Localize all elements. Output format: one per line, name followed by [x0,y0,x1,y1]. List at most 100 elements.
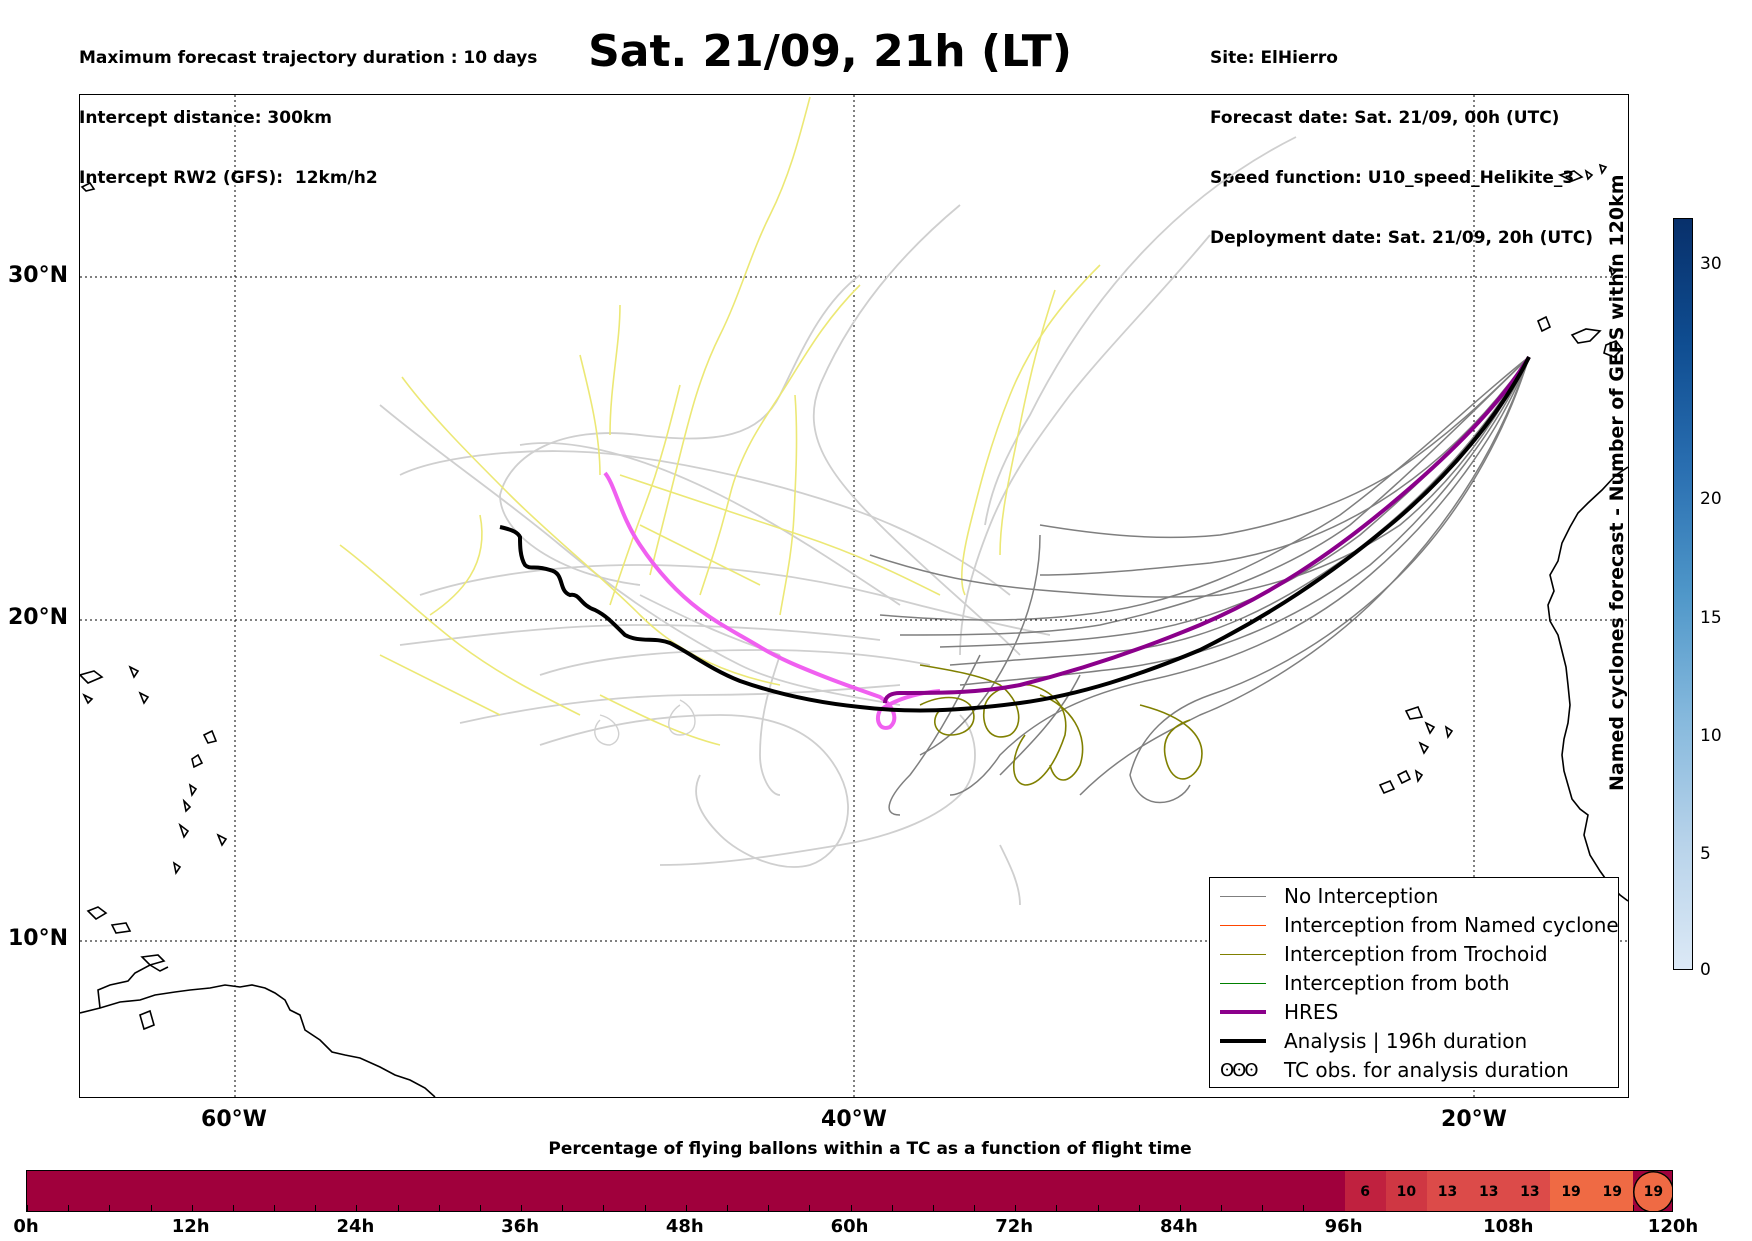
hres-track [883,355,1531,704]
percentage-bar-tick [356,1205,358,1211]
percentage-bar-tick [1303,1205,1305,1211]
percentage-bar-time-label: 84h [1159,1216,1198,1237]
legend-item: ʘʘʘ TC obs. for analysis duration [1220,1056,1569,1084]
percentage-bar-tick [932,1205,934,1211]
percentage-cell: 19 [1591,1171,1633,1211]
colorbar-tick: 30 [1700,254,1722,274]
legend-label: Interception from Trochoid [1284,942,1548,966]
percentage-cell: 19 [1550,1171,1592,1211]
percentage-bar-title: Percentage of flying ballons within a TC… [548,1139,1192,1159]
percentage-bar-tick [274,1205,276,1211]
legend-item: Interception from both [1220,969,1510,997]
header-left-line: Intercept RW2 (GFS): 12km/h2 [79,168,378,188]
percentage-bar-time-label: 72h [995,1216,1034,1237]
map-frame[interactable] [78,94,1629,1098]
percentage-cell: 10 [1385,1171,1427,1211]
header-right-line: Forecast date: Sat. 21/09, 00h (UTC) [1210,108,1560,128]
percentage-bar-tick [562,1205,564,1211]
legend-swatch [1220,1039,1266,1043]
percentage-bar-tick [1262,1205,1264,1211]
percentage-bar-time-label: 108h [1483,1216,1534,1237]
percentage-bar-time-label: 36h [501,1216,540,1237]
percentage-bar-tick [232,1205,234,1211]
yellow-tracks [339,96,1101,746]
percentage-bar-tick [521,1205,523,1211]
percentage-bar-tick [315,1205,317,1211]
colorbar-tick: 5 [1700,844,1711,864]
lon-label-20w: 20°W [1441,1107,1507,1132]
percentage-bar-time-label: 12h [171,1216,210,1237]
light-loops [594,699,696,746]
percentage-cell: 6 [1344,1171,1386,1211]
legend-label: HRES [1284,1000,1339,1024]
legend-item: Interception from Trochoid [1220,940,1548,968]
percentage-bar-time-label: 48h [665,1216,704,1237]
header-right-line: Speed function: U10_speed_Helikite_3 [1210,168,1575,188]
analysis-track [499,356,1531,713]
legend-label: Interception from Named cyclone [1284,913,1619,937]
legend-label: Interception from both [1284,971,1510,995]
header-left-line: Intercept distance: 300km [79,108,332,128]
colorbar-tick: 10 [1700,726,1722,746]
colorbar-tick: 20 [1700,489,1722,509]
colorbar-tick: 0 [1700,960,1711,980]
percentage-bar-tick [191,1205,193,1211]
percentage-bar-tick [1097,1205,1099,1211]
percentage-bar-tick [27,1205,28,1211]
loop-icon: ʘʘʘ [1220,1059,1259,1081]
percentage-bar-tick [1179,1205,1181,1211]
percentage-bar-tick [438,1205,440,1211]
header-right: Site: ElHierro Forecast date: Sat. 21/09… [1210,8,1593,268]
header-left-line: Maximum forecast trajectory duration : 1… [79,48,538,68]
percentage-cell: 13 [1509,1171,1551,1211]
percentage-bar-tick [768,1205,770,1211]
percentage-bar-tick [974,1205,976,1211]
percentage-bar-time-label: 60h [830,1216,869,1237]
legend-item: HRES [1220,998,1338,1026]
percentage-bar-tick [644,1205,646,1211]
header-right-line: Deployment date: Sat. 21/09, 20h (UTC) [1210,228,1594,248]
percentage-bar-tick [397,1205,399,1211]
colorbar [1673,218,1693,970]
percentage-bar-time-label: 24h [336,1216,375,1237]
lon-label-40w: 40°W [821,1107,887,1132]
percentage-bar-time-label: 120h [1647,1216,1699,1237]
legend-swatch [1220,953,1266,955]
percentage-bar-tick [891,1205,893,1211]
percentage-bar-tick [109,1205,111,1211]
percentage-bar-tick [1632,1205,1634,1211]
page-title: Sat. 21/09, 21h (LT) [588,26,1072,77]
legend-swatch [1220,924,1266,926]
trochoid-tracks [919,664,1203,786]
hres-light-track [603,471,941,730]
lon-label-60w: 60°W [201,1107,267,1132]
header-right-line: Site: ElHierro [1210,48,1338,68]
percentage-bar-tick [726,1205,728,1211]
header-left: Maximum forecast trajectory duration : 1… [79,8,537,208]
map-legend: No Interception Interception from Named … [1209,877,1619,1088]
percentage-bar-time-label: 0h [13,1216,39,1237]
percentage-bar-tick [1138,1205,1140,1211]
lat-label-30n: 30°N [8,263,69,288]
light-ensemble-tracks [379,136,1297,906]
legend-label: Analysis | 196h duration [1284,1029,1528,1053]
coastlines [78,163,1629,1098]
percentage-bar-tick [68,1205,70,1211]
map-canvas [78,95,1629,1098]
legend-item: No Interception [1220,882,1438,910]
percentage-bar-tick [1221,1205,1223,1211]
percentage-bar-tick [809,1205,811,1211]
legend-item: Interception from Named cyclone [1220,911,1619,939]
percentage-bar-tick [685,1205,687,1211]
percentage-bar-tick [150,1205,152,1211]
legend-swatch [1220,982,1266,984]
percentage-bar-tick [603,1205,605,1211]
legend-label: No Interception [1284,884,1439,908]
percentage-cell: 19 [1632,1171,1672,1211]
percentage-bar-tick [850,1205,852,1211]
percentage-cell: 13 [1426,1171,1469,1211]
lat-label-10n: 10°N [8,926,69,951]
legend-label: TC obs. for analysis duration [1284,1058,1569,1082]
percentage-bar-tick [1056,1205,1058,1211]
legend-swatch [1220,1010,1266,1014]
